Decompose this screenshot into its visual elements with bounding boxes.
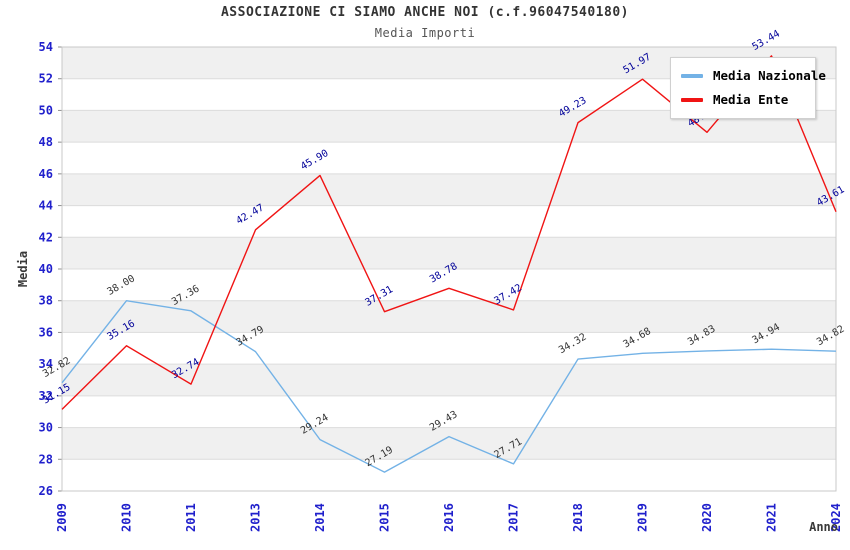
plot-border — [61, 46, 837, 492]
grid-band — [62, 364, 836, 396]
legend-item-media-ente: Media Ente — [681, 91, 805, 109]
y-tick-label: 28 — [39, 452, 53, 466]
y-tick-label: 36 — [39, 325, 53, 339]
grid-band — [62, 173, 836, 206]
grid-band — [62, 427, 836, 460]
y-tick-label: 46 — [39, 167, 53, 181]
y-axis-title: Media — [16, 251, 30, 287]
x-tick-label: 2020 — [700, 503, 714, 532]
x-tick-label: 2011 — [184, 503, 198, 532]
x-axis-title: Anno — [809, 520, 838, 534]
y-tick-label: 26 — [39, 484, 53, 498]
x-tick-label: 2015 — [378, 503, 392, 532]
y-tick-label: 30 — [39, 421, 53, 435]
chart-legend: Media Nazionale Media Ente — [670, 57, 826, 119]
y-tick-label: 44 — [39, 199, 53, 213]
x-tick-label: 2021 — [765, 503, 779, 532]
x-tick-label: 2016 — [442, 503, 456, 532]
grid-band — [62, 237, 836, 269]
x-tick-label: 2009 — [55, 503, 69, 532]
y-tick-label: 38 — [39, 294, 53, 308]
x-tick-label: 2014 — [313, 503, 327, 532]
x-tick-label: 2024 — [829, 503, 843, 532]
y-tick-label: 54 — [39, 40, 53, 54]
y-tick-label: 34 — [39, 357, 53, 371]
x-tick-label: 2019 — [636, 503, 650, 532]
x-tick-label: 2018 — [571, 503, 585, 532]
x-tick-label: 2010 — [120, 503, 134, 532]
y-tick-label: 52 — [39, 72, 53, 86]
legend-swatch-media-nazionale — [681, 74, 703, 78]
data-point-label: 38.00 — [105, 273, 137, 298]
y-tick-label: 32 — [39, 389, 53, 403]
legend-item-media-nazionale: Media Nazionale — [681, 67, 826, 85]
legend-label-media-nazionale: Media Nazionale — [713, 67, 826, 83]
y-tick-label: 48 — [39, 135, 53, 149]
legend-label-media-ente: Media Ente — [713, 91, 789, 107]
data-point-label: 45.90 — [299, 148, 331, 173]
chart-title: ASSOCIAZIONE CI SIAMO ANCHE NOI (c.f.960… — [220, 5, 629, 20]
x-tick-label: 2013 — [249, 503, 263, 532]
y-tick-label: 50 — [39, 103, 53, 117]
x-tick-label: 2017 — [507, 503, 521, 532]
chart-subtitle: Media Importi — [374, 26, 476, 40]
y-tick-label: 40 — [39, 262, 53, 276]
grid-band — [62, 300, 836, 333]
data-point-label: 34.32 — [557, 332, 589, 357]
legend-swatch-media-ente — [681, 98, 703, 102]
series-line-media-ente — [61, 55, 837, 410]
series-line-media-nazionale — [61, 300, 837, 473]
y-tick-label: 42 — [39, 230, 53, 244]
